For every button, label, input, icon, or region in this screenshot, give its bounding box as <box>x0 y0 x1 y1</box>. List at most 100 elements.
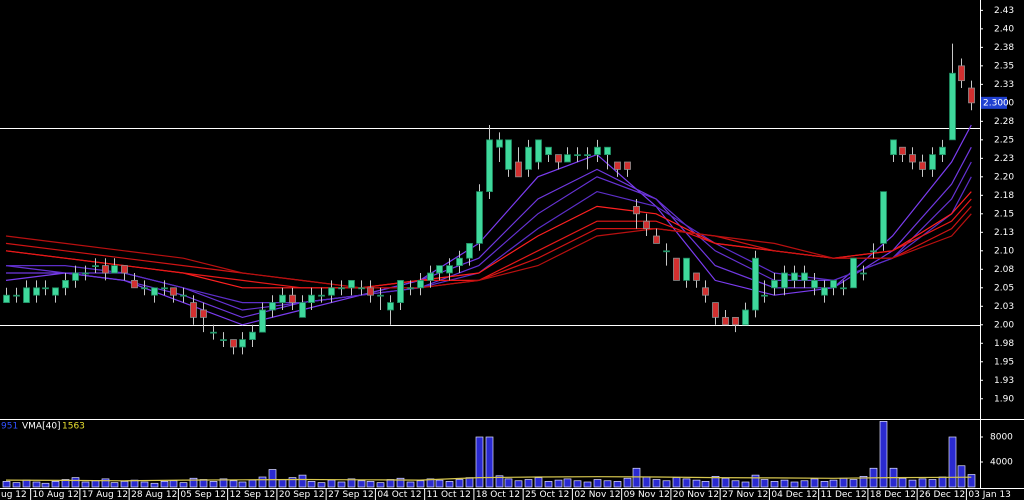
candle-body <box>92 265 99 267</box>
volume-bar <box>692 479 701 488</box>
volume-bar <box>475 436 484 488</box>
y-tick-label: 1.95 <box>994 357 1014 367</box>
candle-body <box>949 72 956 141</box>
candle-body <box>614 161 621 170</box>
candle-body <box>269 302 276 311</box>
price-panel <box>0 43 980 355</box>
volume-bar <box>288 477 297 488</box>
y-tick-label: 2.38 <box>994 43 1014 53</box>
volume-bar <box>61 479 70 488</box>
candle-body <box>377 294 384 297</box>
volume-bar <box>238 481 247 488</box>
volume-bar <box>603 480 612 488</box>
y-tick-label: 2.25 <box>994 135 1014 145</box>
volume-bar <box>760 479 769 488</box>
volume-bar <box>721 477 730 488</box>
volume-bar <box>524 479 533 488</box>
volume-bar <box>652 479 661 488</box>
volume-bar <box>573 480 582 488</box>
candle-body <box>584 154 591 157</box>
volume-bar <box>101 478 110 488</box>
volume-bar <box>32 481 41 488</box>
candle-body <box>850 257 857 289</box>
volume-bar <box>563 478 572 488</box>
candle-body <box>771 279 778 289</box>
y-tick-label: 2.28 <box>994 117 1014 127</box>
candle-body <box>515 161 522 178</box>
x-tick-label: 20 Nov 12 <box>673 490 719 500</box>
volume-bar <box>455 479 464 488</box>
candle-body <box>899 146 906 156</box>
volume-bar <box>248 479 257 488</box>
x-tick-label: 04 Oct 12 <box>377 490 421 500</box>
candle-body <box>190 302 197 318</box>
x-tick-label: 04 Dec 12 <box>771 490 817 500</box>
volume-bar <box>495 475 504 488</box>
candle-body <box>781 272 788 289</box>
volume-bar <box>110 482 119 488</box>
candle-body <box>476 191 483 244</box>
volume-bar <box>81 481 90 488</box>
y-tick-label: 1.98 <box>994 339 1014 349</box>
candle-body <box>33 287 40 296</box>
volume-bar <box>800 480 809 488</box>
volume-bar <box>701 481 710 488</box>
candle-body <box>840 287 847 290</box>
volume-bar <box>820 481 829 488</box>
moving-average-line <box>6 176 972 304</box>
candle-body <box>683 257 690 281</box>
volume-bar <box>849 479 858 488</box>
x-tick-label: 02 Nov 12 <box>574 490 620 500</box>
volume-bar <box>908 479 917 488</box>
volume-bar <box>642 476 651 488</box>
candle-body <box>722 316 729 326</box>
y-tick-label: 2.18 <box>994 191 1014 201</box>
volume-bar <box>741 481 750 488</box>
candle-body <box>397 279 404 303</box>
volume-bar <box>898 477 907 488</box>
candle-body <box>466 243 473 259</box>
candle-body <box>82 272 89 275</box>
candle-body <box>141 287 148 290</box>
volume-bar <box>711 476 720 488</box>
candle-body <box>732 316 739 326</box>
volume-bar <box>258 476 267 488</box>
candle-body <box>574 154 581 157</box>
vma-label: 1563 <box>62 422 85 432</box>
volume-bar <box>544 481 553 488</box>
candle-body <box>328 287 335 296</box>
candle-body <box>742 309 749 326</box>
y-tick-label: 1.90 <box>994 394 1014 404</box>
volume-bar <box>199 479 208 488</box>
candle-body <box>358 287 365 290</box>
volume-bar <box>169 480 178 488</box>
volume-bar <box>534 477 543 488</box>
candle-body <box>633 206 640 215</box>
last-price-box <box>981 96 1007 109</box>
volume-bar <box>219 478 228 488</box>
volume-bar <box>12 482 21 488</box>
candle-body <box>151 287 158 296</box>
volume-bar <box>160 481 169 488</box>
candle-body <box>131 279 138 289</box>
candle-body <box>505 139 512 170</box>
x-tick-label: 18 Dec 12 <box>870 490 916 500</box>
candle-body <box>200 309 207 318</box>
volume-bar <box>554 479 563 488</box>
x-tick-label: 18 Oct 12 <box>476 490 520 500</box>
volume-bar <box>179 482 188 488</box>
volume-bar <box>918 478 927 488</box>
volume-bar <box>662 480 671 488</box>
candle-body <box>367 287 374 296</box>
volume-bar <box>583 481 592 488</box>
x-tick-label: 25 Oct 12 <box>525 490 569 500</box>
candle-body <box>545 146 552 156</box>
volume-bar <box>2 481 11 488</box>
volume-average-line <box>5 476 972 482</box>
candle-body <box>604 146 611 156</box>
candle-body <box>929 154 936 170</box>
volume-bar <box>790 481 799 488</box>
x-tick-label: 26 Dec 12 <box>919 490 965 500</box>
candle-body <box>860 272 867 275</box>
